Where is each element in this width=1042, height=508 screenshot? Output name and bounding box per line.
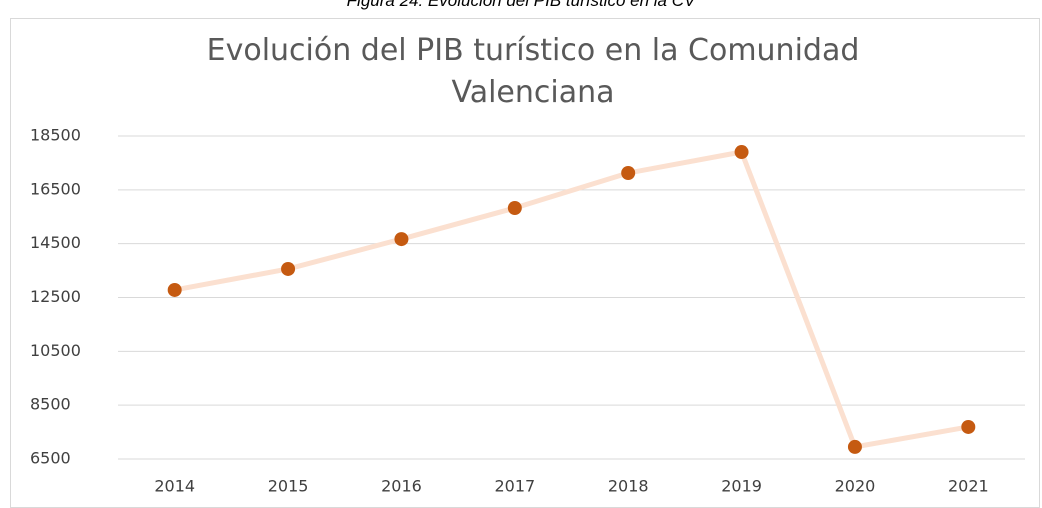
x-tick-label: 2016: [381, 477, 422, 496]
x-tick-label: 2014: [154, 477, 195, 496]
marker: [394, 232, 409, 247]
y-tick-label: 12500: [30, 287, 81, 306]
chart-title: Evolución del PIB turístico en la Comuni…: [206, 33, 860, 110]
x-tick-label: 2017: [494, 477, 535, 496]
line: [174, 149, 969, 450]
marker: [167, 282, 182, 297]
marker: [507, 201, 522, 216]
x-tick-label: 2015: [268, 477, 309, 496]
y-tick-label: 18500: [30, 126, 81, 145]
marker: [281, 261, 296, 276]
y-tick-label: 14500: [30, 233, 81, 252]
figure-caption: Figura 24: Evolución del PIB turístico e…: [346, 0, 696, 10]
marker: [961, 419, 976, 434]
marker: [847, 439, 862, 454]
x-tick-label: 2021: [948, 477, 989, 496]
marker: [734, 145, 749, 160]
y-tick-label: 10500: [30, 341, 81, 360]
x-tick-label: 2018: [608, 477, 649, 496]
marker: [621, 166, 636, 181]
x-tick-label: 2020: [835, 477, 876, 496]
y-tick-label: 8500: [30, 395, 71, 414]
y-tick-label: 16500: [30, 179, 81, 198]
x-tick-label: 2019: [721, 477, 762, 496]
y-tick-label: 6500: [30, 449, 71, 468]
